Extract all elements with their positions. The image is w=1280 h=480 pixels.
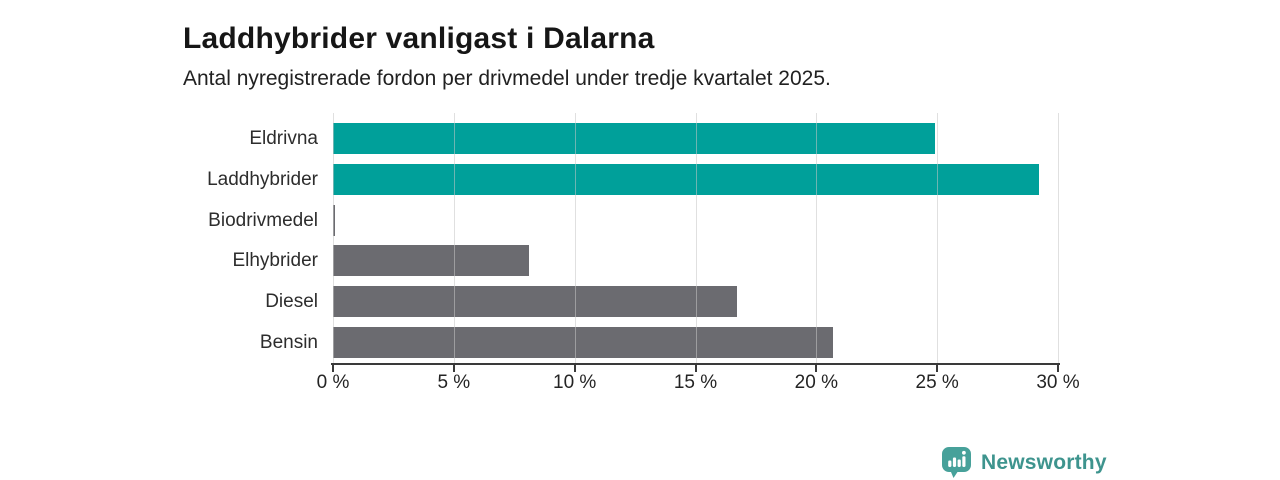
x-axis-tick-label: 30 % [1036, 372, 1080, 393]
category-label-elhybrider: Elhybrider [232, 250, 318, 272]
gridline [816, 113, 818, 364]
bar-biodrivmedel [333, 204, 336, 236]
category-label-bensin: Bensin [259, 332, 318, 353]
bar-eldrivna [333, 123, 935, 154]
category-label-diesel: Diesel [265, 291, 318, 313]
x-axis-tick-label: 25 % [915, 372, 959, 393]
x-axis-tick-label: 0 % [316, 372, 350, 393]
gridline [695, 113, 697, 364]
newsworthy-icon [941, 446, 972, 479]
x-axis-tick-label: 15 % [673, 372, 718, 393]
bar-elhybrider [333, 245, 529, 277]
chart-title: Laddhybrider vanligast i Dalarna [183, 22, 655, 56]
x-axis-tick-label: 10 % [553, 372, 597, 393]
bar-laddhybrider [333, 163, 1039, 195]
x-axis-line [331, 363, 1060, 365]
gridline [453, 113, 455, 364]
x-axis-tick [694, 365, 697, 372]
gridline [1058, 113, 1059, 364]
x-axis-tick [332, 365, 334, 372]
x-axis-tick [936, 365, 939, 372]
category-label-laddhybrider: Laddhybrider [207, 168, 318, 190]
x-axis-tick-label: 5 % [437, 372, 471, 393]
x-axis-tick [452, 365, 455, 372]
bar-bensin [333, 327, 834, 358]
x-axis-tick [573, 365, 576, 372]
newsworthy-wordmark: Newsworthy [981, 450, 1107, 474]
gridline [333, 113, 334, 364]
category-label-eldrivna: Eldrivna [249, 128, 318, 149]
x-axis-tick-label: 20 % [794, 372, 838, 393]
bar-diesel [333, 286, 737, 318]
gridline [937, 113, 939, 364]
x-axis-tick [1057, 365, 1059, 372]
category-label-biodrivmedel: Biodrivmedel [208, 209, 318, 231]
x-axis-tick [815, 365, 818, 372]
newsworthy-logo[interactable]: Newsworthy [941, 446, 1107, 479]
gridline [574, 113, 576, 364]
chart-subtitle: Antal nyregistrerade fordon per drivmede… [183, 67, 831, 90]
